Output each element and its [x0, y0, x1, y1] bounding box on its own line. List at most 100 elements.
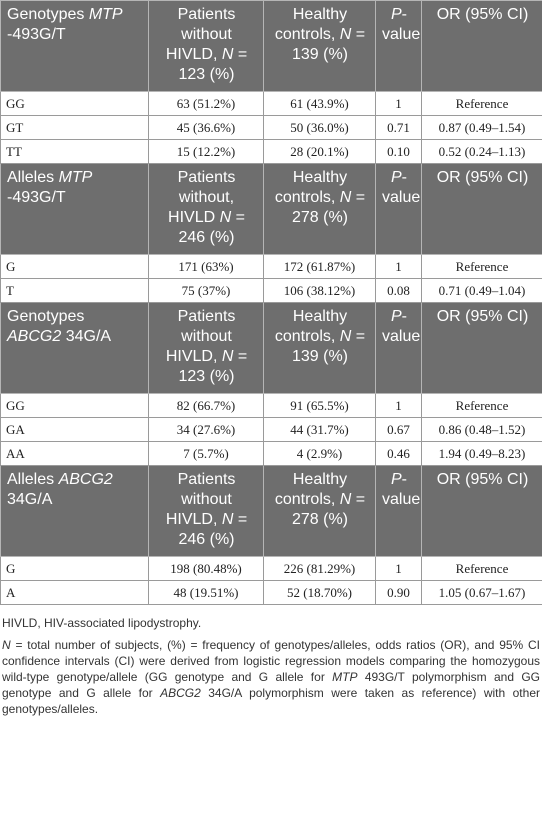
text-run: -value — [382, 471, 421, 508]
text-run: P — [391, 6, 402, 23]
text-run: Alleles — [7, 169, 59, 186]
text-run: = 246 (%) — [178, 209, 245, 246]
data-cell: Reference — [421, 393, 542, 418]
data-cell: 50 (36.0%) — [263, 115, 376, 140]
header-cell: Healthy controls, N = 278 (%) — [263, 465, 376, 557]
data-cell: 0.71 — [375, 115, 422, 140]
header-row: Alleles ABCG2 34G/A Patients without HIVL… — [0, 465, 542, 557]
text-run: MTP — [332, 670, 358, 684]
data-cell: 0.46 — [375, 441, 422, 466]
text-run: N — [221, 46, 234, 63]
data-cell: 198 (80.48%) — [148, 556, 264, 581]
data-cell: 28 (20.1%) — [263, 139, 376, 164]
data-cell: 82 (66.7%) — [148, 393, 264, 418]
text-run: MTP — [88, 6, 123, 23]
text-run: = 123 (%) — [178, 46, 248, 83]
data-row: G 171 (63%) 172 (61.87%) 1 Reference — [0, 254, 542, 279]
data-cell: AA — [0, 441, 149, 466]
text-run: Genotypes — [7, 308, 85, 325]
header-cell: Healthy controls, N = 139 (%) — [263, 0, 376, 92]
text-run: N — [339, 189, 352, 206]
data-cell: 171 (63%) — [148, 254, 264, 279]
data-row: T 75 (37%) 106 (38.12%) 0.08 0.71 (0.49–1.04… — [0, 278, 542, 303]
text-run: 493G/T polymorphism and GG genotype and … — [2, 670, 540, 700]
data-row: GG 63 (51.2%) 61 (43.9%) 1 Reference — [0, 91, 542, 116]
text-run: -value — [382, 308, 421, 345]
data-cell: 15 (12.2%) — [148, 139, 264, 164]
text-run: Healthy controls, — [274, 169, 348, 206]
text-run: = 246 (%) — [178, 511, 248, 548]
data-row: GG 82 (66.7%) 91 (65.5%) 1 Reference — [0, 393, 542, 418]
data-cell: 63 (51.2%) — [148, 91, 264, 116]
data-cell: 75 (37%) — [148, 278, 264, 303]
data-cell: GT — [0, 115, 149, 140]
data-cell: 0.67 — [375, 417, 422, 442]
data-cell: 1 — [375, 254, 422, 279]
text-run: N — [221, 348, 234, 365]
header-row: Genotypes MTP -493G/T Patients without HI… — [0, 0, 542, 92]
header-cell: Alleles MTP -493G/T — [0, 163, 149, 255]
data-cell: 0.10 — [375, 139, 422, 164]
footnote: N = total number of subjects, (%) = freq… — [2, 637, 540, 717]
text-run: Patients without HIVLD, — [165, 308, 236, 365]
data-cell: 0.52 (0.24–1.13) — [421, 139, 542, 164]
data-cell: 0.86 (0.48–1.52) — [421, 417, 542, 442]
text-run: = 123 (%) — [178, 348, 248, 385]
text-run: OR (95% CI) — [436, 169, 529, 186]
text-run: = 139 (%) — [291, 328, 366, 365]
text-run: Patients without HIVLD, — [165, 471, 236, 528]
data-cell: GG — [0, 393, 149, 418]
data-cell: 106 (38.12%) — [263, 278, 376, 303]
text-run: Healthy controls, — [274, 6, 348, 43]
data-cell: 61 (43.9%) — [263, 91, 376, 116]
header-cell: Healthy controls, N = 139 (%) — [263, 302, 376, 394]
data-cell: 1.94 (0.49–8.23) — [421, 441, 542, 466]
header-cell: P-value — [375, 0, 422, 92]
data-cell: 0.90 — [375, 580, 422, 605]
data-cell: 45 (36.6%) — [148, 115, 264, 140]
header-cell: OR (95% CI) — [421, 0, 542, 92]
data-cell: 4 (2.9%) — [263, 441, 376, 466]
text-run: -493G/T — [7, 26, 66, 43]
table-body: Genotypes MTP -493G/T Patients without HI… — [0, 0, 542, 605]
text-run: OR (95% CI) — [436, 308, 529, 325]
text-run: 34G/A polymorphism were taken as referen… — [2, 686, 540, 716]
text-run: N — [2, 638, 11, 652]
data-cell: GA — [0, 417, 149, 442]
text-run: = 278 (%) — [291, 491, 366, 528]
text-run: N — [339, 491, 352, 508]
data-cell: 44 (31.7%) — [263, 417, 376, 442]
data-cell: Reference — [421, 556, 542, 581]
header-cell: Patients without HIVLD, N = 123 (%) — [148, 302, 264, 394]
data-cell: 1 — [375, 393, 422, 418]
data-cell: G — [0, 254, 149, 279]
data-row: GA 34 (27.6%) 44 (31.7%) 0.67 0.86 (0.48–1.5… — [0, 417, 542, 442]
data-row: G 198 (80.48%) 226 (81.29%) 1 Reference — [0, 556, 542, 581]
header-cell: OR (95% CI) — [421, 302, 542, 394]
text-run: MTP — [58, 169, 93, 186]
header-cell: P-value — [375, 163, 422, 255]
genotype-table: Genotypes MTP -493G/T Patients without HI… — [0, 0, 542, 605]
text-run: ABCG2 — [58, 471, 113, 488]
text-run: = 139 (%) — [291, 26, 366, 63]
data-cell: 1 — [375, 556, 422, 581]
data-cell: A — [0, 580, 149, 605]
text-run: -value — [382, 6, 421, 43]
header-cell: OR (95% CI) — [421, 163, 542, 255]
data-cell: 0.71 (0.49–1.04) — [421, 278, 542, 303]
header-cell: Patients without HIVLD, N = 123 (%) — [148, 0, 264, 92]
text-run: OR (95% CI) — [436, 6, 529, 23]
data-cell: 0.87 (0.49–1.54) — [421, 115, 542, 140]
header-row: Alleles MTP -493G/T Patients without, HIV… — [0, 163, 542, 255]
data-cell: Reference — [421, 91, 542, 116]
data-cell: 1.05 (0.67–1.67) — [421, 580, 542, 605]
header-cell: Genotypes ABCG2 34G/A — [0, 302, 149, 394]
data-cell: 0.08 — [375, 278, 422, 303]
header-cell: Patients without HIVLD, N = 246 (%) — [148, 465, 264, 557]
text-run: Alleles — [7, 471, 59, 488]
data-cell: 7 (5.7%) — [148, 441, 264, 466]
data-row: AA 7 (5.7%) 4 (2.9%) 0.46 1.94 (0.49–8.23) — [0, 441, 542, 466]
header-cell: P-value — [375, 302, 422, 394]
header-cell: OR (95% CI) — [421, 465, 542, 557]
